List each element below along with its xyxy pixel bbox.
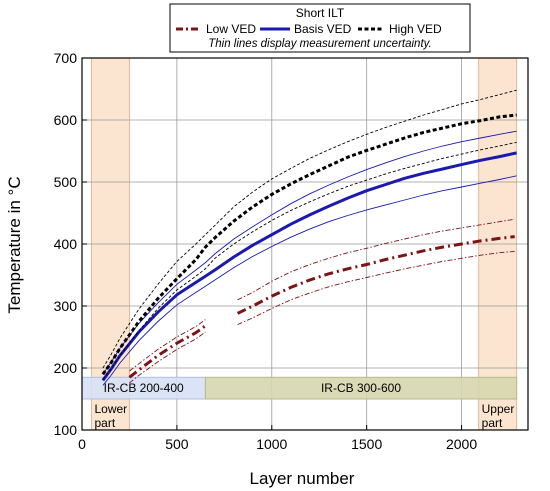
legend-title: Short ILT (296, 6, 345, 20)
region-label: Upper (482, 402, 515, 416)
series-low-ved-lower-uncertainty (237, 250, 515, 326)
band-label: IR-CB 300-600 (321, 381, 401, 395)
series-low-ved-line (128, 324, 207, 379)
series-high-ved-upper-uncertainty (102, 89, 517, 369)
series-lines (101, 89, 517, 386)
y-tick-label: 200 (54, 360, 78, 376)
x-axis-title: Layer number (250, 469, 355, 488)
series-low-ved (128, 218, 515, 384)
y-tick-label: 100 (54, 422, 78, 438)
y-tick-label: 600 (54, 112, 78, 128)
x-tick-label: 2000 (446, 436, 477, 452)
series-high-ved (101, 89, 517, 380)
series-basis-ved-line (101, 151, 517, 382)
axis-ticks: 0 500 1000 1500 2000 100 200 300 400 500 600 700 (54, 50, 478, 452)
legend-label-high-ved: High VED (389, 22, 442, 36)
x-tick-label: 500 (165, 436, 189, 452)
series-basis-ved-upper-uncertainty (102, 130, 517, 375)
region-label: part (94, 416, 115, 430)
ir-cb-bands: IR-CB 200-400 IR-CB 300-600LowerpartUpper… (81, 376, 518, 430)
y-tick-label: 300 (54, 298, 78, 314)
series-high-ved-line (101, 113, 517, 376)
band-label: IR-CB 200-400 (104, 381, 184, 395)
legend-label-basis-ved: Basis VED (294, 22, 352, 36)
x-tick-label: 0 (78, 436, 86, 452)
series-high-ved-lower-uncertainty (102, 141, 517, 380)
legend: Short ILT Low VED Basis VED High VED Thi… (169, 3, 471, 53)
series-low-ved-lower-uncertainty (129, 331, 206, 384)
legend-box (169, 3, 471, 53)
y-tick-label: 700 (54, 50, 78, 66)
legend-note: Thin lines display measurement uncertain… (208, 38, 432, 50)
series-basis-ved (101, 130, 517, 386)
y-tick-label: 400 (54, 236, 78, 252)
x-tick-label: 1000 (256, 436, 287, 452)
region-label: Lower (94, 402, 127, 416)
x-tick-label: 1500 (351, 436, 382, 452)
series-basis-ved-lower-uncertainty (102, 175, 517, 386)
y-tick-label: 500 (54, 174, 78, 190)
region-label: part (482, 416, 503, 430)
series-low-ved-upper-uncertainty (237, 218, 515, 301)
band-ir-cb-300-600 (204, 376, 518, 400)
legend-label-low-ved: Low VED (206, 22, 256, 36)
y-axis-title: Temperature in °C (5, 176, 24, 313)
